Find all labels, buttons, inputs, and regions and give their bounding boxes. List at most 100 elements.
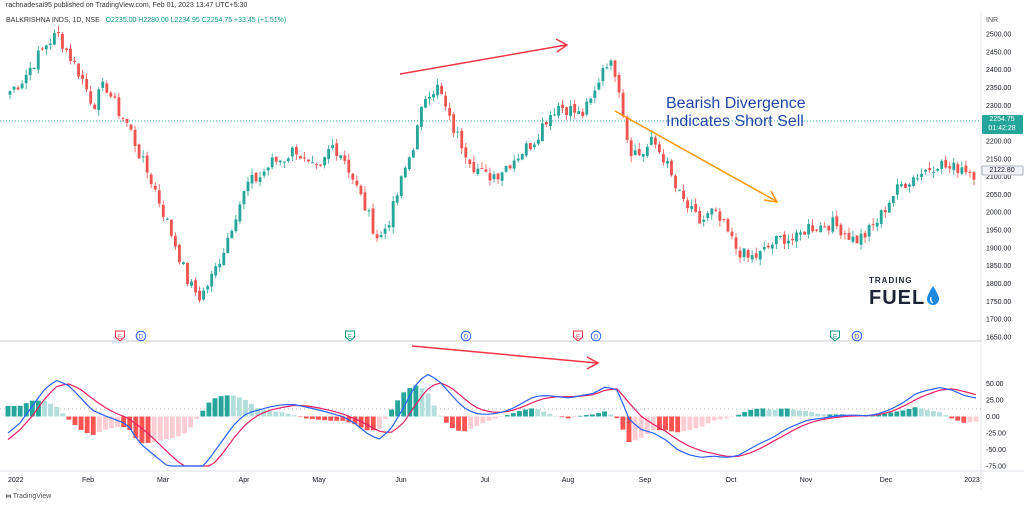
price-tick-label: 1950.00 <box>986 228 1011 235</box>
candle-body <box>827 225 831 231</box>
candle-body <box>129 124 133 130</box>
histogram-bar <box>364 416 370 431</box>
candle-body <box>770 244 774 249</box>
dividend-marker[interactable] <box>851 330 863 342</box>
histogram-bar <box>212 398 218 417</box>
candle-body <box>613 60 617 77</box>
candle-body <box>803 231 806 235</box>
time-tick-label: May <box>312 477 326 484</box>
histogram-bar <box>316 416 321 420</box>
time-tick-label: Jul <box>481 477 490 484</box>
candle-body <box>428 96 431 99</box>
candle-body <box>819 225 823 233</box>
last-price-label: 2254.75 <box>989 116 1015 123</box>
indicator-tick-label: 0.00 <box>986 414 1000 421</box>
earnings-marker[interactable] <box>345 330 355 342</box>
candle-body <box>541 123 544 142</box>
time-tick-label: Feb <box>82 477 94 484</box>
candle-body <box>553 114 556 116</box>
candle-body <box>456 131 460 133</box>
candle-body <box>121 117 125 119</box>
candle-body <box>577 111 581 115</box>
histogram-bar <box>230 395 236 417</box>
histogram-bar <box>650 416 656 431</box>
candle-body <box>807 223 811 235</box>
candle-body <box>734 237 738 249</box>
indicator-tick-label: -50.00 <box>986 447 1006 454</box>
candle-body <box>508 165 512 169</box>
candle-body <box>323 157 327 166</box>
histogram-bar <box>602 411 608 417</box>
candle-body <box>783 234 786 244</box>
candle-body <box>746 249 750 258</box>
candle-body <box>787 240 790 244</box>
candle-body <box>847 232 851 240</box>
candle-body <box>835 216 839 227</box>
candle-body <box>666 160 669 164</box>
candle-body <box>444 95 448 107</box>
candle-body <box>258 177 262 182</box>
candles-group <box>8 25 976 303</box>
footer-brand[interactable]: ⧦ TradingView <box>6 491 51 501</box>
candle-body <box>742 248 746 258</box>
earnings-marker[interactable] <box>573 330 583 342</box>
histogram-bar <box>84 416 90 434</box>
histogram-bar <box>590 414 595 417</box>
dividend-marker[interactable] <box>590 330 602 342</box>
histogram-bar <box>918 408 924 417</box>
candle-body <box>887 202 891 213</box>
candle-body <box>379 235 383 237</box>
histogram-bar <box>352 416 358 425</box>
macd-divergence-arrowhead <box>586 356 600 370</box>
trend-arrowhead <box>763 190 779 203</box>
candle-body <box>24 74 28 84</box>
candle-body <box>702 219 706 222</box>
histogram-bar <box>23 403 29 417</box>
ohlc-values: O2235.00 H2280.00 L2234.95 C2254.75 +33.… <box>105 17 287 24</box>
earnings-marker[interactable] <box>115 330 125 342</box>
event-marker-label: E <box>576 334 580 340</box>
histogram-bar <box>912 407 918 417</box>
histogram-bar <box>638 416 644 438</box>
candle-body <box>621 92 625 117</box>
histogram-bar <box>693 416 699 429</box>
histogram-bar <box>42 400 47 417</box>
histogram-bar <box>480 416 486 424</box>
candle-body <box>871 224 875 226</box>
candle-body <box>653 137 657 145</box>
histogram-bar <box>218 396 224 417</box>
histogram-bar <box>303 416 309 419</box>
event-marker-label: E <box>118 334 122 340</box>
candle-body <box>883 210 887 213</box>
candle-body <box>904 183 907 188</box>
candle-body <box>629 140 633 157</box>
candle-body <box>617 75 621 93</box>
candle-body <box>908 184 911 187</box>
candle-body <box>932 171 936 173</box>
candle-body <box>81 74 85 79</box>
earnings-marker[interactable] <box>830 330 840 342</box>
annotation-arrows <box>399 38 779 370</box>
candle-body <box>61 33 64 49</box>
histogram-bar <box>730 416 735 417</box>
candle-body <box>351 173 355 180</box>
candle-body <box>625 116 629 140</box>
histogram-bar <box>961 416 967 423</box>
candle-body <box>137 144 141 159</box>
histogram-bar <box>541 411 547 417</box>
currency-label: INR <box>986 17 999 24</box>
histogram-bar <box>279 412 285 417</box>
histogram-bar <box>5 405 11 417</box>
candle-body <box>274 156 278 162</box>
time-tick-label: Apr <box>239 477 251 484</box>
histogram-bar <box>516 411 522 417</box>
candle-body <box>65 48 68 50</box>
histogram-bar <box>102 416 108 430</box>
dividend-marker[interactable] <box>460 330 472 342</box>
dividend-marker[interactable] <box>135 330 147 342</box>
histogram-bar <box>60 413 66 417</box>
candle-body <box>69 48 72 61</box>
candle-body <box>698 211 702 224</box>
histogram-bar <box>340 416 346 421</box>
